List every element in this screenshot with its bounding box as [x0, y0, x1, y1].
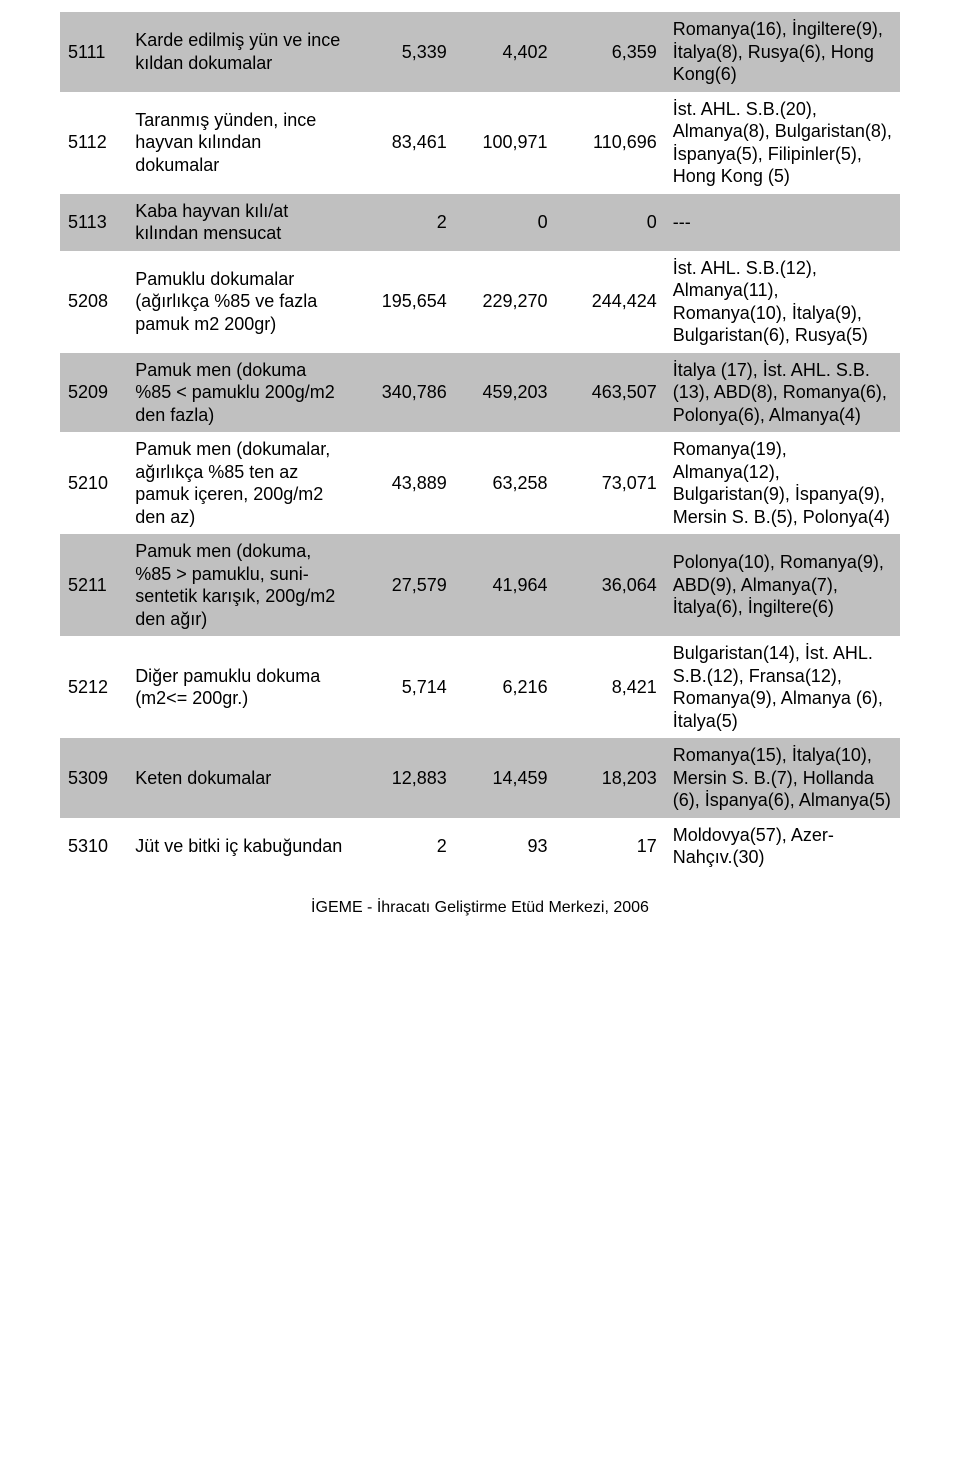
cell-code: 5209	[60, 353, 127, 433]
table-row: 5309Keten dokumalar12,88314,45918,203Rom…	[60, 738, 900, 818]
cell-value-3: 244,424	[556, 251, 665, 353]
cell-description: Keten dokumalar	[127, 738, 354, 818]
cell-value-2: 93	[455, 818, 556, 875]
cell-description: Karde edilmiş yün ve ince kıldan dokumal…	[127, 12, 354, 92]
cell-value-3: 73,071	[556, 432, 665, 534]
cell-notes: Polonya(10), Romanya(9), ABD(9), Almanya…	[665, 534, 900, 636]
table-row: 5208Pamuklu dokumalar (ağırlıkça %85 ve …	[60, 251, 900, 353]
cell-value-3: 6,359	[556, 12, 665, 92]
cell-code: 5310	[60, 818, 127, 875]
cell-notes: Moldovya(57), Azer-Nahçıv.(30)	[665, 818, 900, 875]
cell-value-1: 5,714	[354, 636, 455, 738]
table-row: 5211Pamuk men (dokuma, %85 > pamuklu, su…	[60, 534, 900, 636]
cell-notes: Romanya(15), İtalya(10), Mersin S. B.(7)…	[665, 738, 900, 818]
cell-value-2: 459,203	[455, 353, 556, 433]
cell-description: Diğer pamuklu dokuma (m2<= 200gr.)	[127, 636, 354, 738]
table-row: 5209Pamuk men (dokuma %85 < pamuklu 200g…	[60, 353, 900, 433]
cell-notes: Romanya(16), İngiltere(9), İtalya(8), Ru…	[665, 12, 900, 92]
cell-description: Jüt ve bitki iç kabuğundan	[127, 818, 354, 875]
cell-code: 5208	[60, 251, 127, 353]
cell-value-2: 14,459	[455, 738, 556, 818]
cell-value-1: 27,579	[354, 534, 455, 636]
cell-description: Pamuklu dokumalar (ağırlıkça %85 ve fazl…	[127, 251, 354, 353]
data-table: 5111Karde edilmiş yün ve ince kıldan dok…	[60, 12, 900, 875]
cell-description: Pamuk men (dokumalar, ağırlıkça %85 ten …	[127, 432, 354, 534]
page-footer: İGEME - İhracatı Geliştirme Etüd Merkezi…	[60, 899, 900, 917]
cell-value-2: 41,964	[455, 534, 556, 636]
cell-value-1: 2	[354, 194, 455, 251]
cell-notes: İst. AHL. S.B.(12), Almanya(11), Romanya…	[665, 251, 900, 353]
cell-value-2: 4,402	[455, 12, 556, 92]
cell-description: Kaba hayvan kılı/at kılından mensucat	[127, 194, 354, 251]
table-row: 5113Kaba hayvan kılı/at kılından mensuca…	[60, 194, 900, 251]
table-row: 5310Jüt ve bitki iç kabuğundan29317Moldo…	[60, 818, 900, 875]
table-row: 5111Karde edilmiş yün ve ince kıldan dok…	[60, 12, 900, 92]
cell-code: 5212	[60, 636, 127, 738]
cell-value-1: 340,786	[354, 353, 455, 433]
cell-value-1: 5,339	[354, 12, 455, 92]
cell-value-2: 63,258	[455, 432, 556, 534]
cell-value-3: 110,696	[556, 92, 665, 194]
cell-code: 5113	[60, 194, 127, 251]
table-row: 5212Diğer pamuklu dokuma (m2<= 200gr.)5,…	[60, 636, 900, 738]
cell-notes: İst. AHL. S.B.(20), Almanya(8), Bulgaris…	[665, 92, 900, 194]
cell-value-2: 229,270	[455, 251, 556, 353]
cell-notes: Bulgaristan(14), İst. AHL. S.B.(12), Fra…	[665, 636, 900, 738]
cell-value-1: 2	[354, 818, 455, 875]
cell-code: 5210	[60, 432, 127, 534]
cell-value-3: 18,203	[556, 738, 665, 818]
cell-notes: İtalya (17), İst. AHL. S.B.(13), ABD(8),…	[665, 353, 900, 433]
cell-value-2: 6,216	[455, 636, 556, 738]
cell-code: 5111	[60, 12, 127, 92]
cell-value-3: 0	[556, 194, 665, 251]
cell-value-1: 83,461	[354, 92, 455, 194]
cell-code: 5309	[60, 738, 127, 818]
cell-description: Pamuk men (dokuma, %85 > pamuklu, suni-s…	[127, 534, 354, 636]
cell-description: Taranmış yünden, ince hayvan kılından do…	[127, 92, 354, 194]
cell-code: 5112	[60, 92, 127, 194]
cell-value-1: 195,654	[354, 251, 455, 353]
cell-value-2: 0	[455, 194, 556, 251]
table-row: 5112Taranmış yünden, ince hayvan kılında…	[60, 92, 900, 194]
cell-value-2: 100,971	[455, 92, 556, 194]
table-row: 5210Pamuk men (dokumalar, ağırlıkça %85 …	[60, 432, 900, 534]
cell-value-3: 463,507	[556, 353, 665, 433]
cell-code: 5211	[60, 534, 127, 636]
cell-value-3: 36,064	[556, 534, 665, 636]
cell-description: Pamuk men (dokuma %85 < pamuklu 200g/m2 …	[127, 353, 354, 433]
cell-notes: Romanya(19), Almanya(12), Bulgaristan(9)…	[665, 432, 900, 534]
table-body: 5111Karde edilmiş yün ve ince kıldan dok…	[60, 12, 900, 875]
cell-value-3: 8,421	[556, 636, 665, 738]
cell-value-3: 17	[556, 818, 665, 875]
cell-notes: ---	[665, 194, 900, 251]
cell-value-1: 43,889	[354, 432, 455, 534]
cell-value-1: 12,883	[354, 738, 455, 818]
